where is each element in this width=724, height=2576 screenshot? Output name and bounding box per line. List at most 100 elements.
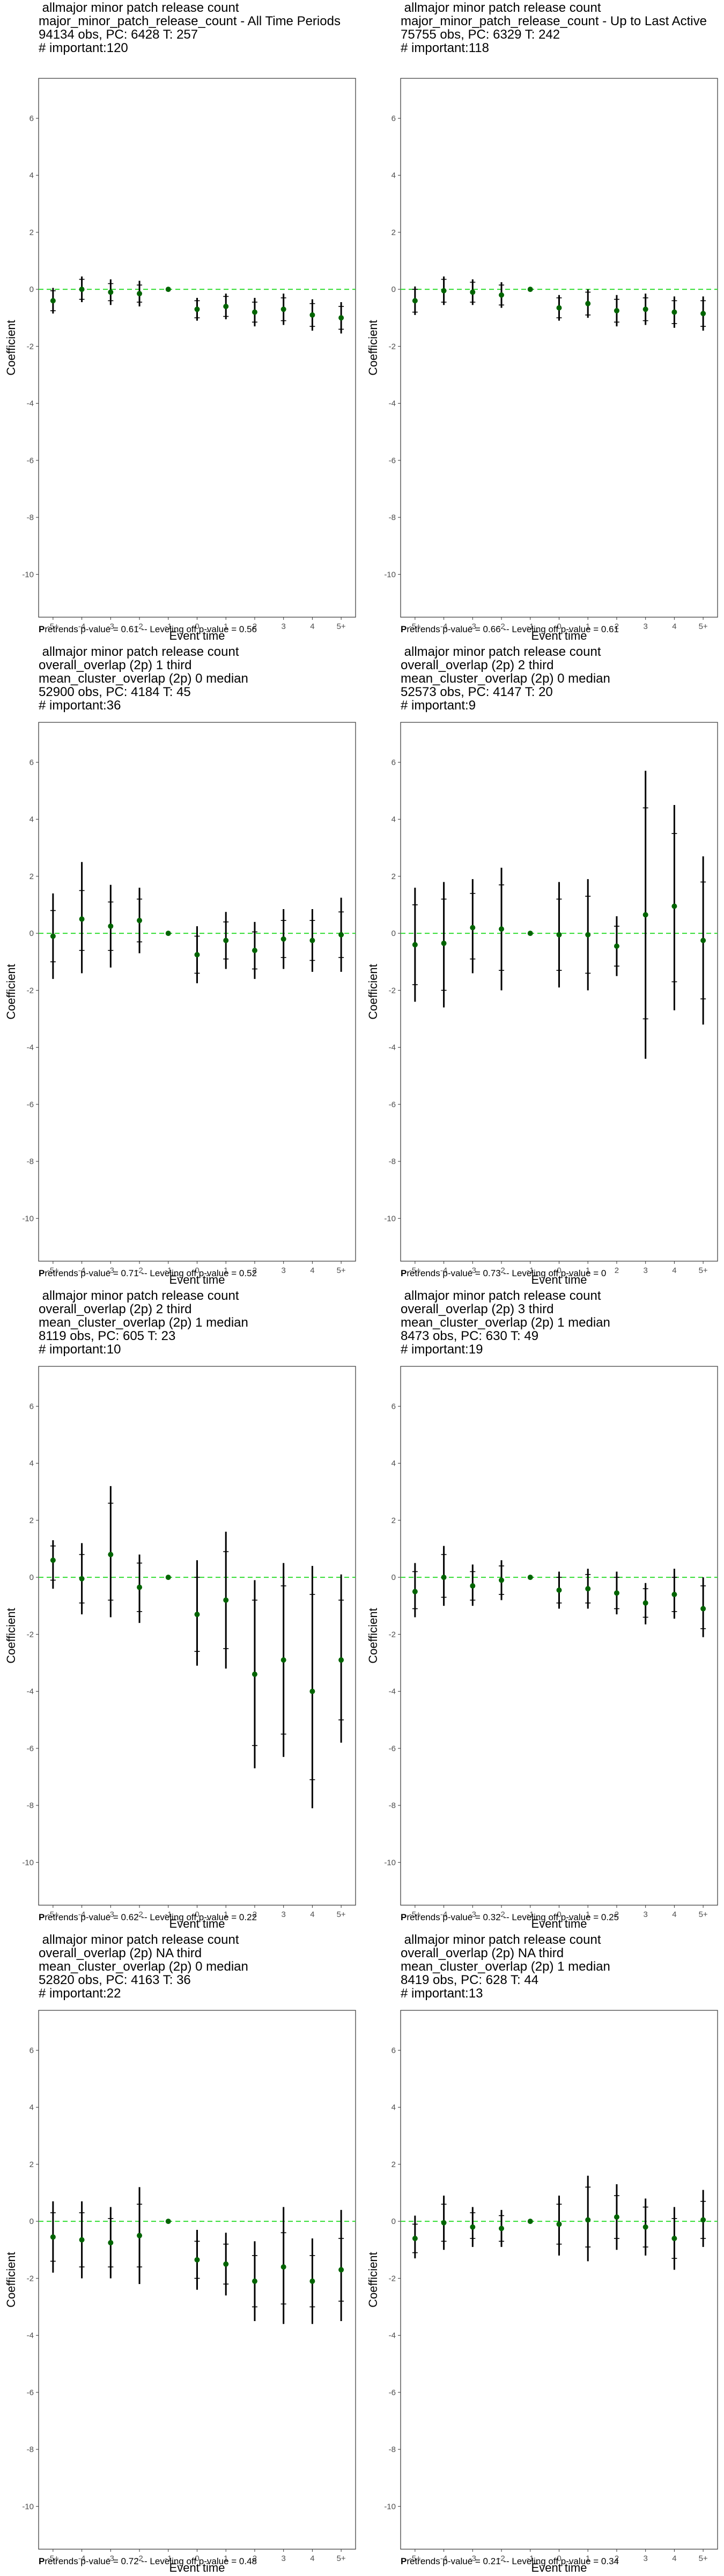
coefficient-point — [441, 1575, 447, 1580]
pvalue-caption-text: retrends p-value = 0.21 -- Leveling off … — [407, 2556, 619, 2566]
y-tick-label: -2 — [389, 342, 396, 351]
panel-title-line: 52573 obs, PC: 4147 T: 20 — [401, 685, 553, 699]
coefficient-point — [441, 2220, 447, 2226]
x-tick-label: -2 — [136, 622, 143, 631]
x-tick-label: 3 — [282, 622, 286, 631]
x-tick-label: 4 — [310, 2554, 314, 2563]
x-tick-label: -4 — [78, 622, 85, 631]
y-tick-label: -10 — [22, 1214, 34, 1223]
x-tick-label: -4 — [440, 622, 447, 631]
panel-title-line: mean_cluster_overlap (2p) 0 median — [401, 671, 610, 686]
pvalue-caption-text: retrends p-value = 0.32 -- Leveling off … — [407, 1912, 619, 1922]
panel-title-line: # important:36 — [39, 698, 121, 713]
pvalue-caption-lead: P — [401, 2556, 407, 2566]
coefficient-point — [527, 2219, 533, 2224]
x-tick-label: -3 — [107, 1266, 114, 1275]
x-tick-label: -1 — [527, 1910, 534, 1919]
y-tick-label: 0 — [391, 285, 396, 294]
x-tick-label: -4 — [440, 1266, 447, 1275]
coefficient-point — [165, 2219, 171, 2224]
x-tick-label: 1 — [586, 1910, 590, 1919]
coefficient-point — [50, 298, 56, 304]
y-tick-label: -6 — [389, 2388, 396, 2397]
x-axis-label: Event time — [169, 629, 225, 642]
y-tick-label: -8 — [27, 1801, 34, 1810]
x-tick-label: 3 — [644, 1266, 648, 1275]
x-axis-label: Event time — [531, 2561, 587, 2574]
coefficient-point — [280, 1657, 286, 1663]
coefficient-point — [614, 2214, 619, 2220]
coefficient-point — [556, 1587, 562, 1593]
chart-panel: allmajor minor patch release count overal… — [0, 1288, 362, 1932]
panel-title-line: allmajor minor patch release count — [39, 1, 239, 15]
x-tick-label: 1 — [586, 2554, 590, 2563]
coefficient-point — [194, 952, 200, 957]
x-tick-label: 5+ — [699, 622, 708, 631]
coefficient-point — [194, 2257, 200, 2263]
y-tick-label: 6 — [29, 2046, 34, 2055]
y-tick-label: 0 — [391, 929, 396, 938]
coefficient-point — [280, 306, 286, 312]
chart-panel: allmajor minor patch release count overal… — [0, 1932, 362, 2576]
coefficient-point — [280, 2264, 286, 2270]
coefficient-point — [309, 312, 315, 318]
coefficient-point — [252, 309, 257, 315]
coefficient-point — [108, 289, 114, 295]
y-tick-label: -10 — [384, 2502, 396, 2511]
y-tick-label: -10 — [22, 570, 34, 579]
y-tick-label: -6 — [27, 456, 34, 465]
x-tick-label: 4 — [672, 622, 676, 631]
x-tick-label: 0 — [195, 1266, 199, 1275]
pvalue-caption-lead: P — [39, 1268, 45, 1278]
x-tick-label: 4 — [310, 622, 314, 631]
x-tick-label: -1 — [527, 2554, 534, 2563]
x-tick-label: 2 — [253, 1910, 257, 1919]
y-tick-label: 4 — [29, 171, 34, 180]
coefficient-point — [671, 903, 677, 909]
pvalue-caption: Pretrends p-value = 0.71 -- Leveling off… — [39, 1268, 257, 1279]
coefficient-point — [108, 923, 114, 929]
panel-title-line: overall_overlap (2p) 2 third — [39, 1302, 192, 1316]
pvalue-caption-lead: P — [401, 624, 407, 634]
y-tick-label: -10 — [22, 2502, 34, 2511]
pvalue-caption: Pretrends p-value = 0.32 -- Leveling off… — [401, 1912, 619, 1923]
y-tick-label: -2 — [389, 2274, 396, 2283]
x-tick-label: 5+ — [337, 1266, 346, 1275]
x-axis-label: Event time — [169, 1917, 225, 1930]
y-tick-label: 4 — [29, 815, 34, 824]
y-tick-label: 4 — [391, 1459, 396, 1468]
coefficient-point — [412, 298, 418, 304]
y-tick-label: 4 — [391, 815, 396, 824]
x-tick-label: 1 — [224, 622, 228, 631]
coefficient-point — [165, 1575, 171, 1580]
y-tick-label: -4 — [389, 1687, 396, 1696]
x-tick-label: -1 — [527, 622, 534, 631]
coefficient-point — [412, 2235, 418, 2241]
y-tick-label: -6 — [389, 456, 396, 465]
y-tick-label: 2 — [391, 2160, 396, 2169]
panel-title-line: # important:120 — [39, 41, 128, 55]
panel-title-line: mean_cluster_overlap (2p) 1 median — [39, 1315, 248, 1330]
y-tick-label: -4 — [27, 2331, 34, 2340]
panel-title: allmajor minor patch release count major_… — [401, 1, 707, 55]
panel-title-line: # important:118 — [401, 41, 489, 55]
plot-border — [38, 722, 356, 1262]
x-tick-label: 2 — [253, 622, 257, 631]
x-tick-label: 4 — [672, 2554, 676, 2563]
y-tick-label: 6 — [391, 114, 396, 123]
y-axis-label: Coefficient — [366, 320, 380, 376]
y-tick-label: -2 — [27, 2274, 34, 2283]
coefficient-point — [441, 288, 447, 294]
coefficient-point — [223, 1597, 229, 1603]
y-tick-label: 4 — [391, 171, 396, 180]
pvalue-caption: Pretrends p-value = 0.72 -- Leveling off… — [39, 2556, 257, 2567]
x-tick-label: -1 — [165, 1910, 172, 1919]
panel-title: allmajor minor patch release count major_… — [39, 1, 341, 55]
coefficient-point — [79, 287, 85, 292]
y-tick-label: -6 — [27, 2388, 34, 2397]
x-tick-label: -4 — [440, 2554, 447, 2563]
coefficient-point — [252, 1671, 257, 1677]
